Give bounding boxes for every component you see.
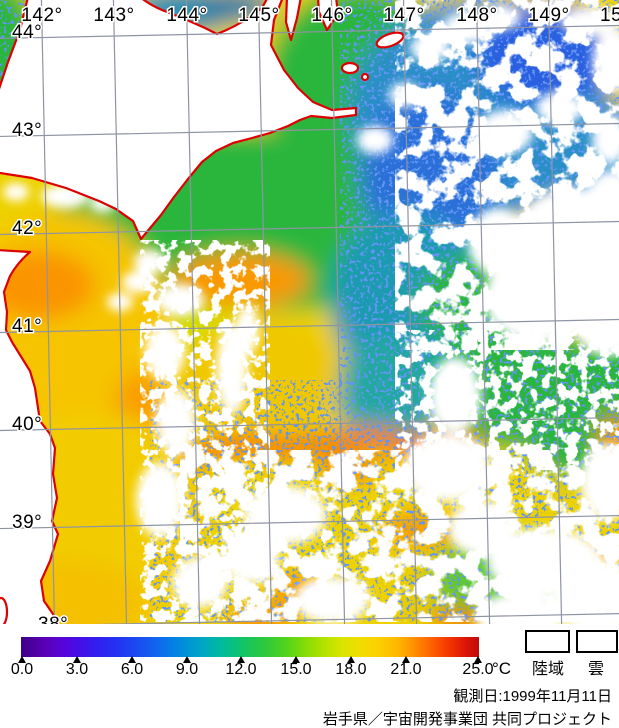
lat-label: 41°: [12, 316, 42, 337]
lat-label: 43°: [12, 120, 42, 141]
honshu-landmass: [0, 249, 60, 624]
tick-marker: [347, 656, 355, 663]
legend-land-swatch: [525, 630, 570, 653]
small-island: [340, 61, 360, 75]
legend-cloud-label: 雲: [587, 661, 605, 678]
graticule: [0, 0, 619, 624]
land-masses: [0, 0, 405, 624]
lat-label: 42°: [12, 218, 42, 239]
credit-line: 岩手県／宇宙開発事業団 共同プロジェクト: [322, 711, 612, 728]
satellite-map: 142° 143° 144° 145° 146° 147° 148° 149° …: [0, 0, 619, 624]
lat-label: 44°: [12, 22, 42, 43]
tick-marker: [128, 656, 136, 663]
lon-label: 145°: [238, 5, 279, 26]
tick-marker: [183, 656, 191, 663]
colorbar-tick-label: 18.0: [335, 661, 367, 678]
colorbar-tick-label: 25.0: [462, 661, 494, 678]
lon-label: 150°: [600, 5, 619, 26]
kuril-island: [375, 31, 405, 49]
colorbar-unit: °C: [492, 659, 512, 678]
lon-label: 144°: [166, 5, 207, 26]
colorbar-tick-label: 3.0: [65, 661, 89, 678]
shiretoko-peninsula: [284, 0, 302, 42]
colorbar-tick-label: 15.0: [280, 661, 312, 678]
coordinate-labels: 142° 143° 144° 145° 146° 147° 148° 149° …: [11, 4, 619, 625]
temperature-colorbar: [21, 637, 479, 657]
coastal-islet: [0, 596, 9, 624]
lat-label: 38°: [38, 614, 68, 624]
small-island-2: [360, 72, 370, 82]
colorbar-tick-label: 9.0: [175, 661, 199, 678]
hokkaido-landmass: [0, 0, 358, 241]
colorbar-tick-label: 12.0: [225, 661, 257, 678]
lon-label: 148°: [456, 5, 497, 26]
tick-marker: [402, 656, 410, 663]
lon-label: 146°: [311, 5, 352, 26]
colorbar-tick-label: 6.0: [120, 661, 144, 678]
tick-marker: [237, 656, 245, 663]
map-canvas: 142° 143° 144° 145° 146° 147° 148° 149° …: [0, 0, 619, 624]
lat-label: 40°: [12, 414, 42, 435]
lon-label: 149°: [528, 5, 569, 26]
lon-label: 147°: [383, 5, 424, 26]
tick-marker: [73, 656, 81, 663]
observation-date: 観測日:1999年11月11日: [453, 688, 612, 705]
legend-land-label: 陸域: [531, 661, 565, 678]
legend-cloud-swatch: [576, 630, 618, 653]
lon-label: 142°: [21, 5, 62, 26]
lat-label: 39°: [12, 512, 42, 533]
colorbar-tick-label: 0.0: [10, 661, 34, 678]
colorbar-tick-label: 21.0: [390, 661, 422, 678]
tick-marker: [18, 656, 26, 663]
lon-label: 143°: [93, 5, 134, 26]
tick-marker: [474, 656, 482, 663]
tick-marker: [292, 656, 300, 663]
